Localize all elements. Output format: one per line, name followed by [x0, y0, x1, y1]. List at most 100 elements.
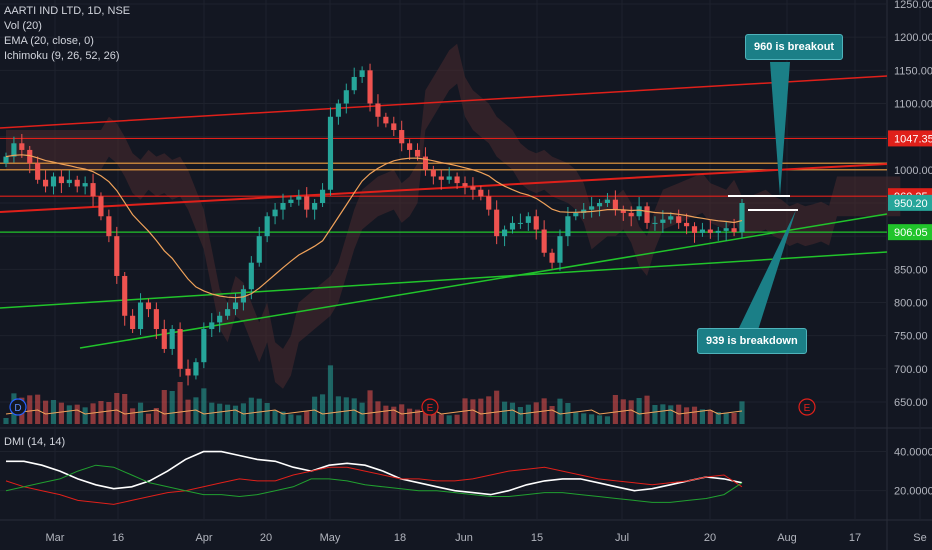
- candle-body: [502, 229, 508, 237]
- dmi-legend[interactable]: DMI (14, 14): [4, 436, 66, 448]
- ichimoku-cloud: [6, 43, 901, 389]
- candle: [42, 170, 49, 193]
- candle: [359, 66, 365, 83]
- candle: [153, 302, 159, 339]
- candle: [596, 199, 603, 217]
- candle-body: [209, 322, 215, 330]
- candle: [731, 218, 737, 237]
- candle: [739, 199, 745, 239]
- candle-body: [82, 183, 88, 187]
- candle: [232, 293, 239, 316]
- volume-bar: [248, 397, 254, 424]
- dividend-marker[interactable]: D: [9, 398, 27, 416]
- earnings-marker[interactable]: E: [798, 398, 816, 416]
- volume-bar: [414, 409, 421, 424]
- rising-green-trendline[interactable]: [79, 213, 888, 349]
- candle: [327, 107, 334, 196]
- candle: [494, 200, 500, 245]
- volume-bar: [502, 401, 508, 424]
- symbol-title[interactable]: AARTI IND LTD, 1D, NSE: [4, 5, 131, 17]
- candle: [114, 226, 120, 284]
- candle: [462, 176, 468, 195]
- candle: [604, 193, 611, 207]
- volume-bar: [35, 394, 41, 424]
- candle-body: [636, 206, 642, 217]
- dmi-series-line: [6, 450, 743, 496]
- candle-body: [130, 315, 136, 330]
- candle-body: [470, 186, 476, 190]
- volume-bar: [90, 403, 96, 424]
- ichimoku-legend[interactable]: Ichimoku (9, 26, 52, 26): [4, 50, 120, 62]
- candle-body: [478, 189, 484, 197]
- candle-body: [137, 302, 144, 330]
- volume-bar: [573, 412, 579, 424]
- candle: [430, 165, 436, 185]
- volume-bar: [699, 409, 706, 424]
- price-tick-label: 850.00: [894, 264, 928, 276]
- candle-body: [462, 183, 468, 187]
- volume-bar: [185, 399, 191, 424]
- breakout-callout[interactable]: 960 is breakout: [745, 34, 844, 60]
- volume-legend[interactable]: Vol (20): [4, 20, 42, 32]
- candle: [280, 193, 286, 220]
- volume-bar: [145, 413, 152, 424]
- candle: [193, 358, 199, 380]
- candle: [319, 183, 326, 207]
- candle-body: [177, 329, 183, 369]
- volume-bar: [596, 415, 603, 424]
- candle: [240, 285, 246, 311]
- price-tag-label: 906.05: [894, 227, 928, 239]
- candle: [90, 173, 96, 207]
- candle: [272, 203, 278, 225]
- candle: [74, 175, 80, 193]
- candle: [82, 176, 88, 195]
- volume-bar: [130, 408, 136, 424]
- candle-body: [557, 236, 563, 263]
- candle-body: [327, 116, 334, 190]
- candle: [684, 213, 690, 235]
- candle: [288, 195, 294, 207]
- candle-body: [446, 176, 452, 180]
- candle-body: [11, 143, 17, 157]
- candle: [502, 225, 508, 247]
- candle-body: [240, 289, 246, 303]
- time-tick-label: 16: [112, 532, 124, 544]
- cloud-band: [6, 43, 901, 389]
- dmi-series-line: [5, 464, 743, 503]
- volume-bar: [375, 401, 381, 424]
- candle: [201, 322, 207, 369]
- candle-body: [430, 169, 436, 177]
- candle-body: [581, 209, 587, 213]
- time-tick-label: 17: [849, 532, 861, 544]
- breakdown-callout[interactable]: 939 is breakdown: [697, 328, 807, 354]
- volume-bar: [525, 404, 531, 424]
- candle-body: [414, 149, 421, 157]
- time-tick-label: Aug: [777, 532, 797, 544]
- candle: [58, 169, 64, 194]
- volume-bar: [707, 410, 713, 424]
- earnings-marker[interactable]: E: [421, 398, 439, 416]
- candle: [264, 212, 270, 243]
- candle: [541, 220, 547, 257]
- upper-red-trendline[interactable]: [0, 75, 888, 129]
- candle-body: [232, 302, 239, 310]
- volume-bar: [612, 395, 618, 424]
- volume-bar: [517, 407, 523, 424]
- time-tick-label: Jun: [455, 532, 473, 544]
- candle: [27, 145, 33, 174]
- price-tick-label: 650.00: [894, 397, 928, 409]
- ema-legend[interactable]: EMA (20, close, 0): [4, 35, 94, 47]
- candle-body: [304, 196, 310, 210]
- volume-ma-line: [5, 409, 743, 415]
- middle-red-trendline[interactable]: [0, 163, 888, 213]
- candle: [335, 99, 341, 125]
- price-tick-label: 1000.00: [894, 165, 932, 177]
- volume-bar: [383, 405, 389, 424]
- lower-green-trendline[interactable]: [0, 251, 888, 309]
- time-tick-label: 18: [394, 532, 406, 544]
- candle: [130, 309, 136, 334]
- candle-body: [533, 216, 539, 230]
- candle: [525, 212, 531, 231]
